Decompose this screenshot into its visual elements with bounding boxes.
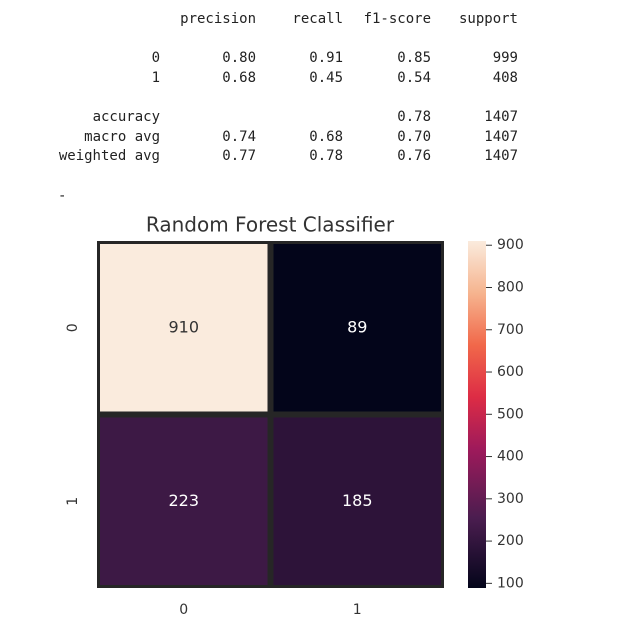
colorbar-tick-label: 300 [497, 491, 524, 507]
chart-title: Random Forest Classifier [146, 213, 395, 237]
report-cell: 1407 [484, 148, 518, 164]
report-row-label: macro avg [84, 129, 160, 145]
report-header: precision [180, 11, 256, 27]
colorbar-tick-label: 900 [497, 237, 524, 253]
report-row-label: weighted avg [59, 148, 160, 164]
colorbar-tick-label: 100 [497, 575, 524, 591]
heatmap-cell [100, 417, 268, 585]
report-cell: 0.70 [397, 129, 431, 145]
report-header: recall [292, 11, 343, 27]
colorbar-tick-label: 400 [497, 449, 524, 465]
cell-label: 185 [342, 491, 373, 510]
report-cell: 0.74 [222, 129, 256, 145]
report-cell: 0.77 [222, 148, 256, 164]
report-cell: 1407 [484, 109, 518, 125]
report-cell: 0.85 [397, 50, 431, 66]
report-cell: 0.91 [309, 50, 343, 66]
heatmap-cell [273, 244, 441, 412]
cell-label: 223 [168, 491, 199, 510]
report-row-label: accuracy [93, 109, 160, 125]
report-cell: 0.80 [222, 50, 256, 66]
report-cell: 0.78 [309, 148, 343, 164]
colorbar-tick-label: 800 [497, 279, 524, 295]
x-tick-label: 1 [353, 602, 362, 618]
x-tick-label: 0 [179, 602, 188, 618]
report-cell: 0.68 [222, 70, 256, 86]
report-cell: 0.54 [397, 70, 431, 86]
heatmap-cell [100, 244, 268, 412]
report-cell: 0.76 [397, 148, 431, 164]
report-header: support [459, 11, 518, 27]
report-cell: 408 [493, 70, 518, 86]
report-cell: 0.78 [397, 109, 431, 125]
colorbar-tick-label: 700 [497, 322, 524, 338]
report-cell: 999 [493, 50, 518, 66]
report-cell: 0.45 [309, 70, 343, 86]
colorbar-tick-label: 600 [497, 364, 524, 380]
report-row-label: 0 [152, 50, 160, 66]
heatmap-cell [273, 417, 441, 585]
report-row-label: 1 [152, 70, 160, 86]
report-header: f1-score [364, 11, 431, 27]
separator: - [58, 188, 66, 204]
report-cell: 1407 [484, 129, 518, 145]
report-cell: 0.68 [309, 129, 343, 145]
colorbar-tick-label: 500 [497, 406, 524, 422]
cell-label: 89 [347, 317, 367, 336]
colorbar-tick-label: 200 [497, 533, 524, 549]
colorbar [468, 241, 486, 588]
y-tick-label: 0 [65, 323, 81, 332]
y-tick-label: 1 [65, 497, 81, 506]
cell-label: 910 [168, 317, 199, 336]
